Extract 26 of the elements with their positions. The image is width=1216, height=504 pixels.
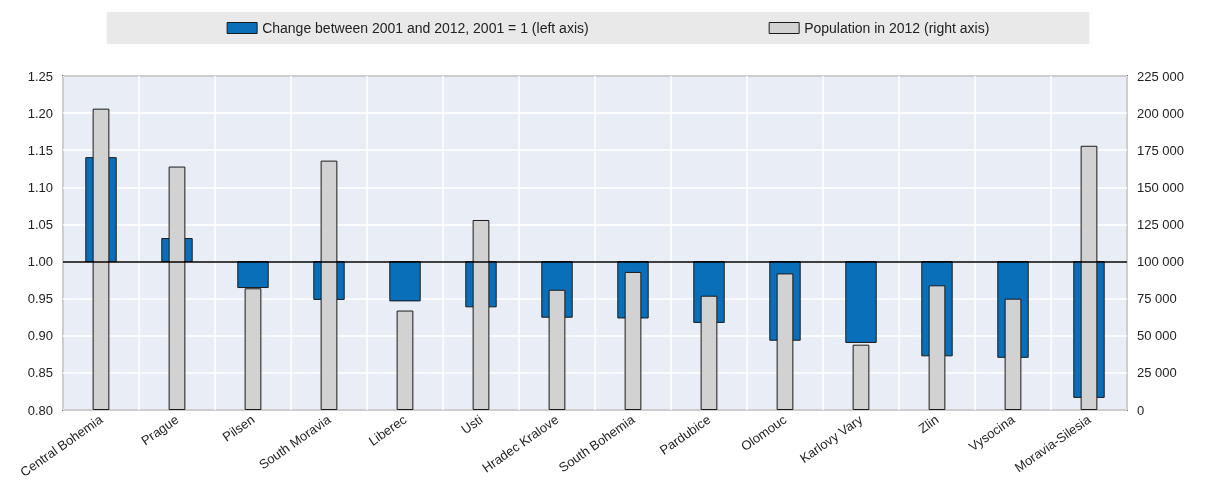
bar [389, 261, 421, 302]
legend-label: Population in 2012 (right axis) [804, 20, 990, 36]
bar [396, 310, 414, 410]
y-tick-label: 1.00 [27, 254, 53, 270]
y-tick-label: 1.15 [27, 142, 53, 158]
y-tick-label: 1.05 [27, 216, 53, 232]
y2-tick-label: 200 000 [1137, 105, 1184, 121]
y2-tick-label: 25 000 [1137, 365, 1177, 381]
y-tick-label: 1.25 [27, 68, 53, 84]
y2-tick-label: 50 000 [1137, 328, 1177, 344]
y-tick-label: 0.85 [27, 365, 53, 381]
y-tick-label: 1.20 [27, 105, 53, 121]
y-tick-label: 1.10 [27, 179, 53, 195]
x-tick-label: Zlin [915, 411, 942, 437]
y2-tick-label: 100 000 [1137, 254, 1184, 270]
y2-tick-label: 125 000 [1137, 216, 1184, 232]
y2-tick-label: 0 [1137, 402, 1145, 418]
y-tick-label: 0.80 [27, 402, 53, 418]
y-tick-label: 0.90 [27, 328, 53, 344]
x-tick-label: Usti [458, 411, 486, 437]
y2-tick-label: 75 000 [1137, 291, 1177, 307]
y2-tick-label: 150 000 [1137, 179, 1184, 195]
y-tick-label: 0.95 [27, 291, 53, 307]
legend-label: Change between 2001 and 2012, 2001 = 1 (left axis) [262, 20, 589, 36]
y2-tick-label: 225 000 [1137, 68, 1184, 84]
y2-tick-label: 175 000 [1137, 142, 1184, 158]
